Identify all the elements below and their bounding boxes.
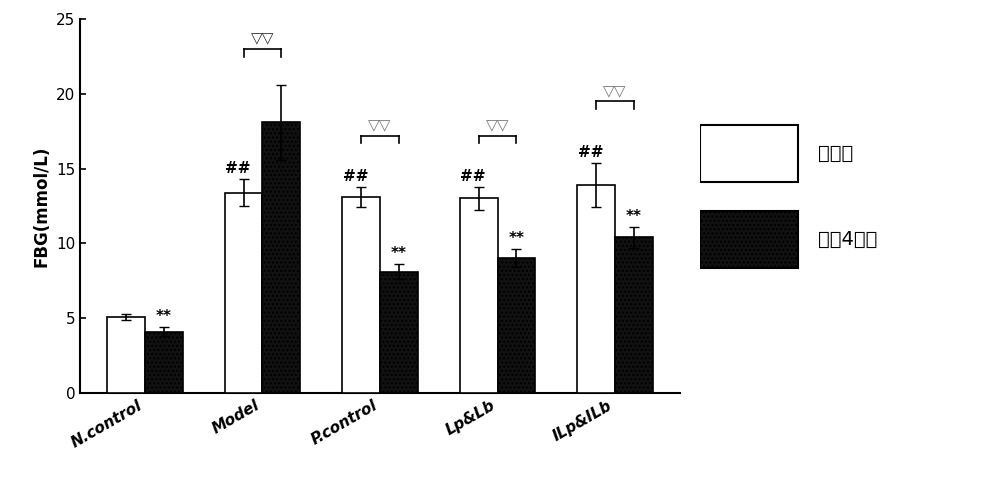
Bar	[380, 272, 418, 393]
Text: ▽▽: ▽▽	[368, 118, 392, 134]
Bar	[615, 238, 653, 393]
FancyBboxPatch shape	[700, 125, 798, 182]
Bar	[577, 185, 615, 393]
Bar	[225, 193, 262, 393]
Bar	[460, 198, 498, 393]
Text: **: **	[626, 209, 642, 224]
Text: **: **	[156, 309, 172, 324]
Text: ##: ##	[225, 161, 251, 176]
Text: ##: ##	[343, 169, 368, 183]
Bar	[498, 258, 535, 393]
Text: **: **	[508, 231, 524, 246]
Text: ▽▽: ▽▽	[603, 84, 627, 99]
Bar	[342, 197, 380, 393]
Text: ##: ##	[578, 145, 603, 160]
Text: 给药前: 给药前	[818, 144, 853, 163]
Text: ##: ##	[460, 169, 486, 183]
Y-axis label: FBG(mmol/L): FBG(mmol/L)	[32, 145, 50, 267]
Bar	[262, 122, 300, 393]
Text: ▽▽: ▽▽	[251, 32, 274, 47]
Bar	[145, 331, 183, 393]
FancyBboxPatch shape	[700, 211, 798, 268]
Text: **: **	[391, 246, 407, 261]
Text: ▽▽: ▽▽	[486, 118, 509, 134]
Bar	[107, 317, 145, 393]
Text: 给药4周后: 给药4周后	[818, 230, 877, 249]
